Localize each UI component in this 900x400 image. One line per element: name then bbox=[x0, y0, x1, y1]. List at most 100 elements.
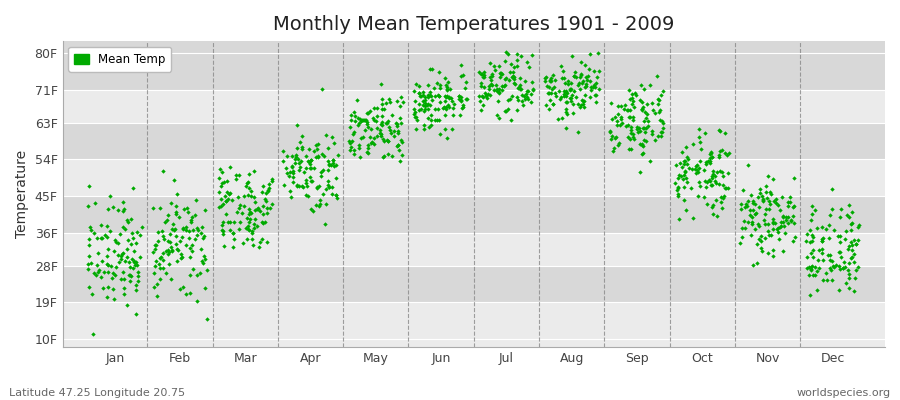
Mean Temp bbox=[454, 105, 469, 111]
Mean Temp bbox=[832, 263, 846, 269]
Mean Temp bbox=[804, 292, 818, 298]
Mean Temp bbox=[580, 76, 594, 83]
Mean Temp bbox=[621, 113, 635, 120]
Mean Temp bbox=[433, 85, 447, 91]
Mean Temp bbox=[651, 133, 665, 139]
Mean Temp bbox=[123, 216, 138, 222]
Mean Temp bbox=[378, 120, 392, 126]
Mean Temp bbox=[217, 243, 231, 250]
Mean Temp bbox=[623, 114, 637, 120]
Mean Temp bbox=[487, 86, 501, 93]
Mean Temp bbox=[815, 236, 830, 242]
Mean Temp bbox=[844, 209, 859, 215]
Mean Temp bbox=[290, 122, 304, 128]
Mean Temp bbox=[806, 238, 820, 245]
Mean Temp bbox=[213, 166, 228, 172]
Mean Temp bbox=[619, 123, 634, 129]
Mean Temp bbox=[706, 173, 720, 179]
Mean Temp bbox=[163, 231, 177, 237]
Mean Temp bbox=[244, 193, 258, 199]
Mean Temp bbox=[485, 82, 500, 88]
Mean Temp bbox=[295, 183, 310, 189]
Mean Temp bbox=[176, 226, 190, 232]
Mean Temp bbox=[490, 86, 504, 93]
Mean Temp bbox=[326, 157, 340, 164]
Mean Temp bbox=[352, 142, 366, 148]
Mean Temp bbox=[81, 266, 95, 272]
Mean Temp bbox=[656, 88, 670, 94]
Mean Temp bbox=[563, 80, 578, 86]
Mean Temp bbox=[766, 247, 780, 254]
Mean Temp bbox=[583, 78, 598, 84]
Mean Temp bbox=[566, 100, 580, 107]
Mean Temp bbox=[548, 90, 562, 96]
Mean Temp bbox=[636, 137, 651, 143]
Mean Temp bbox=[418, 126, 432, 132]
Mean Temp bbox=[786, 212, 800, 219]
Mean Temp bbox=[214, 183, 229, 190]
Mean Temp bbox=[670, 162, 684, 168]
Mean Temp bbox=[848, 275, 862, 282]
Mean Temp bbox=[705, 154, 719, 160]
Mean Temp bbox=[417, 122, 431, 128]
Mean Temp bbox=[391, 128, 405, 134]
Mean Temp bbox=[364, 126, 378, 132]
Mean Temp bbox=[587, 82, 601, 88]
Mean Temp bbox=[82, 252, 96, 259]
Mean Temp bbox=[541, 106, 555, 112]
Mean Temp bbox=[632, 125, 646, 131]
Mean Temp bbox=[282, 173, 296, 179]
Mean Temp bbox=[679, 207, 693, 213]
Mean Temp bbox=[716, 172, 730, 179]
Bar bbox=[62, 53, 885, 90]
Mean Temp bbox=[770, 196, 784, 203]
Mean Temp bbox=[351, 115, 365, 121]
Mean Temp bbox=[832, 238, 847, 245]
Mean Temp bbox=[289, 154, 303, 160]
Mean Temp bbox=[101, 205, 115, 212]
Mean Temp bbox=[760, 173, 775, 180]
Mean Temp bbox=[491, 89, 506, 95]
Mean Temp bbox=[88, 200, 103, 206]
Mean Temp bbox=[163, 238, 177, 245]
Mean Temp bbox=[286, 179, 301, 186]
Mean Temp bbox=[249, 223, 264, 230]
Mean Temp bbox=[554, 94, 568, 100]
Mean Temp bbox=[226, 244, 240, 250]
Mean Temp bbox=[374, 106, 389, 112]
Mean Temp bbox=[721, 185, 735, 192]
Mean Temp bbox=[106, 270, 121, 276]
Mean Temp bbox=[710, 169, 724, 175]
Mean Temp bbox=[460, 96, 474, 102]
Mean Temp bbox=[811, 257, 825, 263]
Mean Temp bbox=[579, 81, 593, 87]
Mean Temp bbox=[175, 253, 189, 260]
Mean Temp bbox=[701, 177, 716, 184]
Mean Temp bbox=[841, 246, 855, 252]
Mean Temp bbox=[366, 116, 381, 123]
Mean Temp bbox=[359, 110, 374, 116]
Mean Temp bbox=[709, 196, 724, 203]
Mean Temp bbox=[510, 94, 525, 100]
Bar bbox=[62, 160, 885, 196]
Mean Temp bbox=[430, 92, 445, 98]
Mean Temp bbox=[459, 96, 473, 102]
Mean Temp bbox=[746, 262, 760, 268]
Mean Temp bbox=[94, 235, 109, 242]
Mean Temp bbox=[423, 102, 437, 108]
Mean Temp bbox=[149, 292, 164, 299]
Mean Temp bbox=[807, 264, 822, 270]
Mean Temp bbox=[810, 268, 824, 274]
Mean Temp bbox=[584, 84, 598, 91]
Mean Temp bbox=[622, 136, 636, 142]
Mean Temp bbox=[408, 114, 422, 120]
Mean Temp bbox=[97, 232, 112, 238]
Mean Temp bbox=[292, 138, 307, 145]
Mean Temp bbox=[611, 111, 625, 117]
Mean Temp bbox=[559, 124, 573, 131]
Mean Temp bbox=[153, 264, 167, 271]
Mean Temp bbox=[242, 170, 256, 177]
Mean Temp bbox=[559, 106, 573, 112]
Mean Temp bbox=[635, 150, 650, 156]
Mean Temp bbox=[123, 273, 138, 280]
